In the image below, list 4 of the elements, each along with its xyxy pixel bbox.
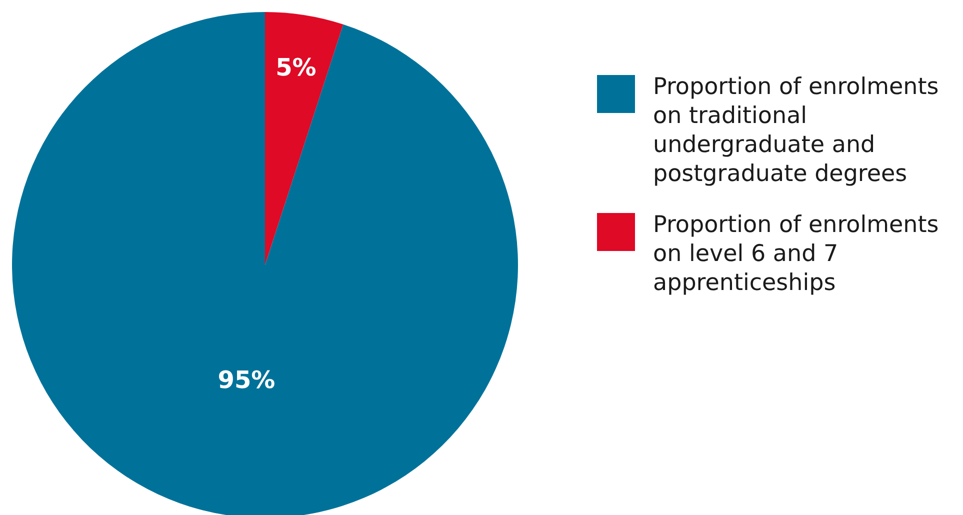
- legend-label: Proportion of enrolments on level 6 and 7 apprenticeships: [653, 211, 940, 298]
- data-label: 95%: [218, 366, 276, 394]
- data-label: 5%: [276, 54, 316, 82]
- legend-label: Proportion of enrolments on traditional undergraduate and postgraduate degrees: [653, 73, 940, 189]
